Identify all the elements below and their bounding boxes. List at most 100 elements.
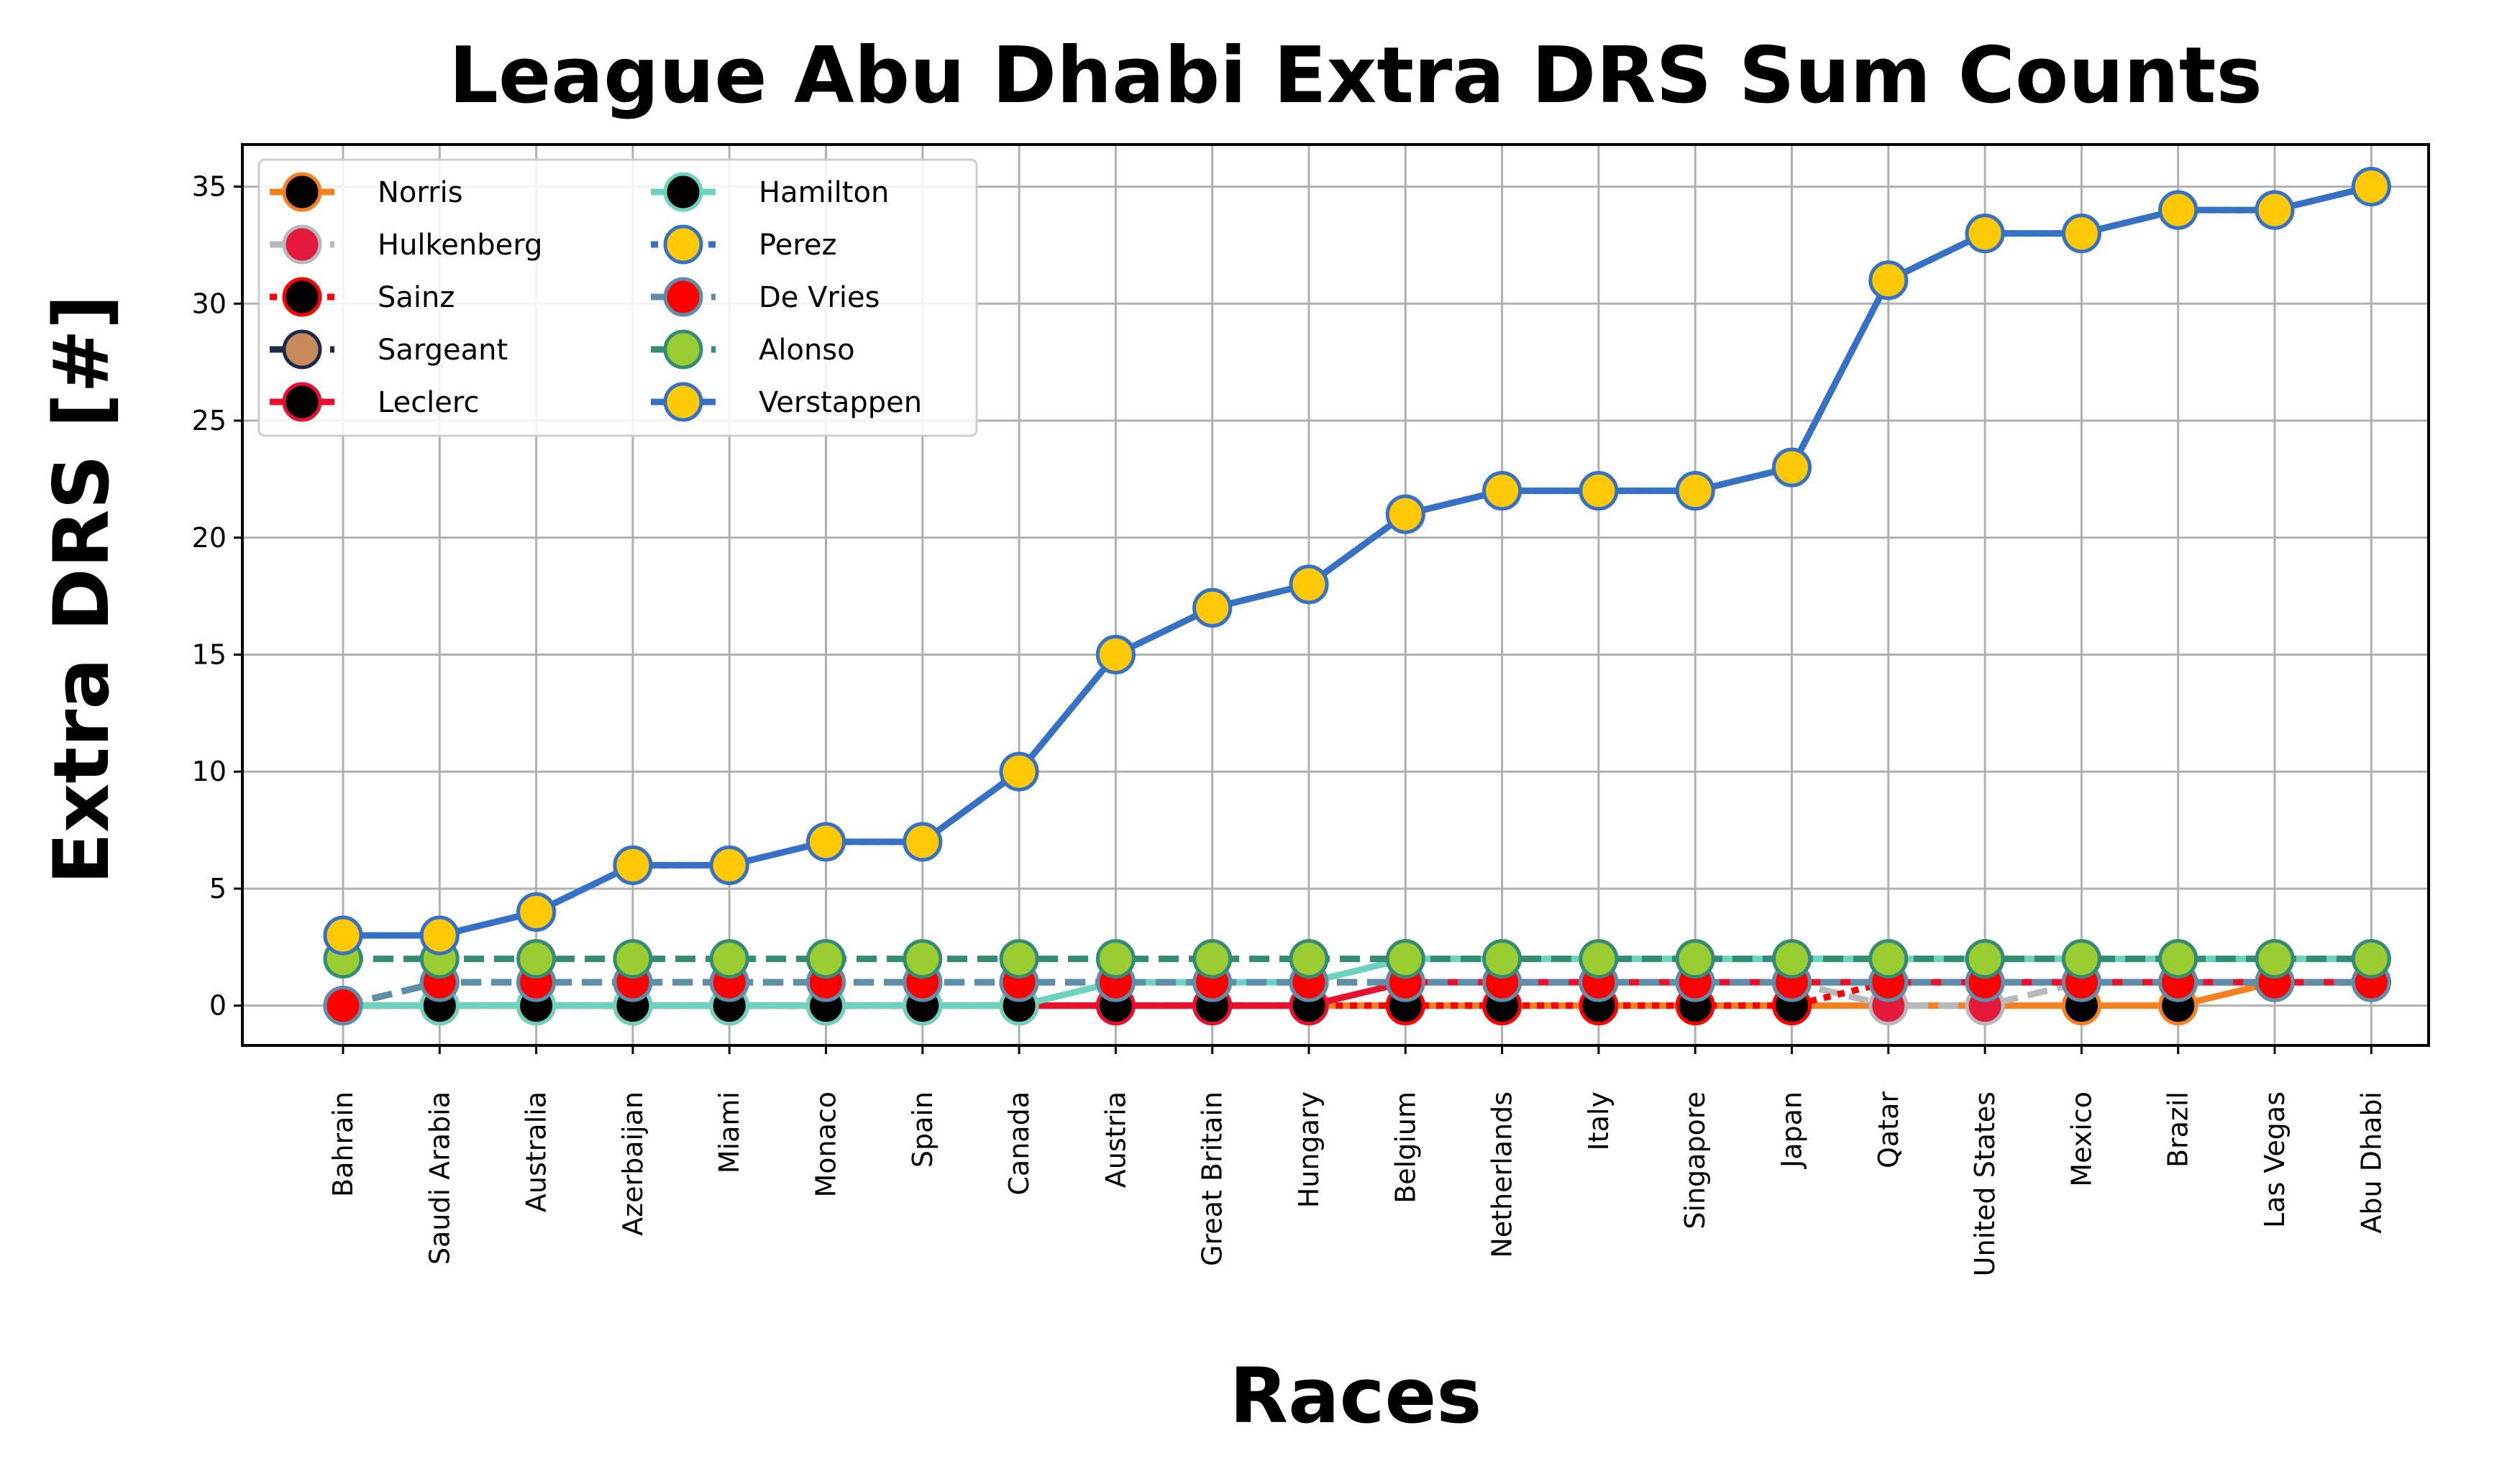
legend-marker	[282, 329, 322, 370]
x-tick-label: Australia	[521, 1091, 552, 1212]
data-point	[1675, 939, 1715, 979]
data-point	[709, 845, 749, 885]
y-tick-labels: 0 5 10 15 20 25 30 35	[192, 171, 242, 1022]
x-tick-label: Qatar	[1873, 1091, 1904, 1168]
x-tick-label: Belgium	[1389, 1091, 1421, 1204]
y-tick-label: 30	[192, 288, 227, 319]
x-tick-label: Miami	[713, 1091, 745, 1173]
data-point	[1482, 471, 1522, 511]
y-tick-label: 10	[192, 756, 227, 787]
series-alonso	[323, 939, 2391, 979]
y-tick-label: 15	[192, 638, 227, 670]
x-tick-label: Japan	[1776, 1091, 1808, 1169]
data-point	[613, 845, 653, 885]
y-tick-label: 35	[192, 171, 227, 203]
data-point	[1675, 471, 1715, 511]
data-point	[1482, 939, 1522, 979]
legend-label: Sainz	[378, 281, 455, 314]
x-tick-label: Singapore	[1679, 1091, 1711, 1229]
series-line	[342, 979, 2372, 1009]
data-point	[999, 751, 1039, 792]
series-verstappen	[323, 167, 2391, 956]
x-tick-label: Azerbaijan	[617, 1091, 649, 1236]
legend-label: Perez	[759, 229, 836, 262]
x-tick-label: Hungary	[1293, 1091, 1325, 1208]
legend-marker	[663, 224, 703, 265]
data-point	[1192, 587, 1233, 628]
x-tick-label: Bahrain	[327, 1091, 359, 1197]
data-point	[1385, 939, 1425, 979]
x-tick-label: Las Vegas	[2259, 1091, 2291, 1228]
legend-label: Hamilton	[759, 176, 889, 209]
data-point	[1772, 447, 1812, 487]
legend-marker	[663, 172, 703, 212]
data-point	[2061, 214, 2101, 254]
legend-marker	[282, 277, 322, 317]
data-point	[903, 939, 943, 979]
data-point	[903, 822, 943, 862]
legend-label: Sargeant	[378, 334, 508, 367]
y-tick-label: 20	[192, 522, 227, 554]
y-tick-label: 5	[209, 873, 227, 904]
chart-title: League Abu Dhabi Extra DRS Sum Counts	[449, 31, 2262, 121]
legend-marker	[282, 224, 322, 265]
legend-label: Norris	[378, 176, 463, 209]
data-point	[1965, 214, 2005, 254]
data-point	[1095, 939, 1136, 979]
series-line	[343, 183, 2373, 939]
x-tick-label: Monaco	[810, 1091, 842, 1198]
data-point	[1289, 564, 1329, 605]
x-tick-label: Spain	[907, 1091, 939, 1168]
legend-marker	[282, 172, 322, 212]
data-point	[2158, 190, 2198, 230]
legend-label: De Vries	[759, 281, 880, 314]
data-point	[806, 822, 846, 862]
x-tick-label: Italy	[1583, 1091, 1615, 1150]
x-tick-label: Brazil	[2163, 1091, 2194, 1168]
x-tick-label: United States	[1969, 1091, 2001, 1276]
y-axis-label: Extra DRS [#]	[37, 295, 126, 885]
plot-frame	[241, 143, 2430, 1047]
x-tick-label: Netherlands	[1487, 1091, 1518, 1258]
data-point	[2351, 939, 2391, 979]
legend-label: Leclerc	[378, 386, 479, 419]
legend-label: Verstappen	[759, 386, 922, 419]
x-tick-label: Mexico	[2065, 1091, 2097, 1187]
data-point	[709, 939, 749, 979]
x-tick-label: Saudi Arabia	[424, 1091, 455, 1265]
data-point	[2255, 939, 2295, 979]
data-point	[1385, 494, 1425, 534]
data-point	[323, 915, 363, 956]
data-point	[516, 892, 557, 932]
data-point	[419, 915, 460, 956]
legend: Norris Hulkenberg Sainz Sargeant Leclerc Hami…	[257, 158, 978, 437]
data-point	[806, 939, 846, 979]
data-point	[2255, 190, 2295, 230]
data-point	[2351, 167, 2391, 207]
series-lines	[323, 167, 2391, 1026]
data-point	[2061, 939, 2101, 979]
y-tick-label: 25	[192, 405, 227, 436]
data-point	[516, 939, 557, 979]
data-point	[1868, 260, 1909, 301]
data-point	[2158, 939, 2198, 979]
x-tick-label: Austria	[1100, 1091, 1131, 1188]
legend-label: Alonso	[759, 334, 855, 367]
data-point	[1579, 471, 1619, 511]
legend-marker	[663, 382, 703, 422]
data-point	[1772, 939, 1812, 979]
y-tick-label: 0	[209, 990, 227, 1022]
data-point	[1289, 939, 1329, 979]
data-point	[613, 939, 653, 979]
data-point	[1868, 939, 1909, 979]
data-point	[999, 939, 1039, 979]
data-point	[1095, 634, 1136, 674]
data-point	[1192, 939, 1233, 979]
data-point	[1579, 939, 1619, 979]
x-tick-labels: Bahrain Saudi Arabia Australia Azerbaijan Mi…	[327, 1045, 2387, 1276]
series-line	[343, 956, 2372, 1009]
x-axis-label: Races	[1230, 1352, 1482, 1440]
data-point	[1965, 939, 2005, 979]
data-point	[323, 986, 363, 1026]
